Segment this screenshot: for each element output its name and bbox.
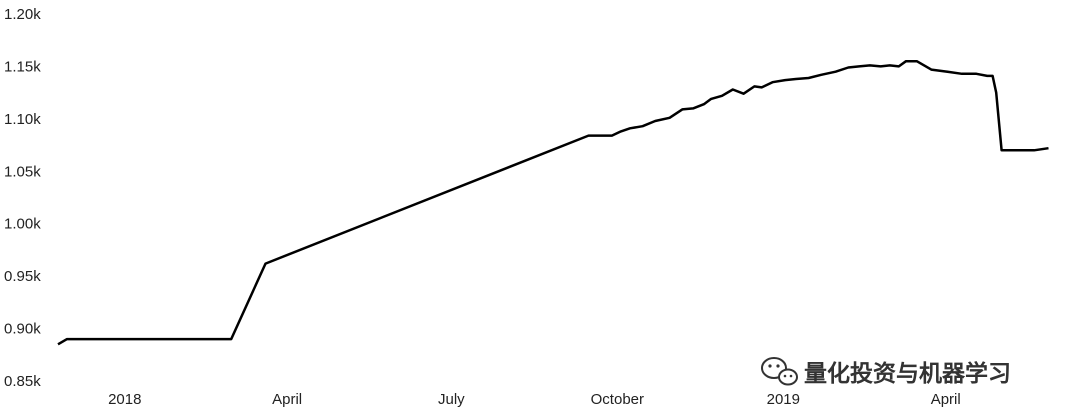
watermark-text: 量化投资与机器学习 bbox=[804, 360, 1011, 387]
y-tick-label: 1.15k bbox=[4, 58, 41, 75]
series-layer bbox=[57, 59, 1049, 346]
x-axis-ticks: 2018 April July October 2019 April bbox=[108, 391, 961, 408]
y-axis-ticks: 0.85k 0.90k 0.95k 1.00k 1.05k 1.10k 1.15k 1.20k bbox=[4, 6, 41, 390]
y-tick-label: 1.10k bbox=[4, 111, 41, 128]
series-line bbox=[57, 59, 1049, 346]
y-tick-label: 0.90k bbox=[4, 321, 41, 338]
y-tick-label: 0.85k bbox=[4, 373, 41, 390]
x-tick-label: April bbox=[272, 391, 302, 408]
x-tick-label: April bbox=[931, 391, 961, 408]
x-tick-label: July bbox=[438, 391, 465, 408]
x-tick-label: October bbox=[591, 391, 644, 408]
y-tick-label: 0.95k bbox=[4, 268, 41, 285]
y-tick-label: 1.20k bbox=[4, 6, 41, 23]
wechat-icon bbox=[761, 357, 798, 386]
y-tick-label: 1.05k bbox=[4, 163, 41, 180]
x-tick-label: 2018 bbox=[108, 391, 141, 408]
watermark: 量化投资与机器学习 bbox=[761, 357, 1011, 387]
y-tick-label: 1.00k bbox=[4, 216, 41, 233]
x-tick-label: 2019 bbox=[767, 391, 800, 408]
